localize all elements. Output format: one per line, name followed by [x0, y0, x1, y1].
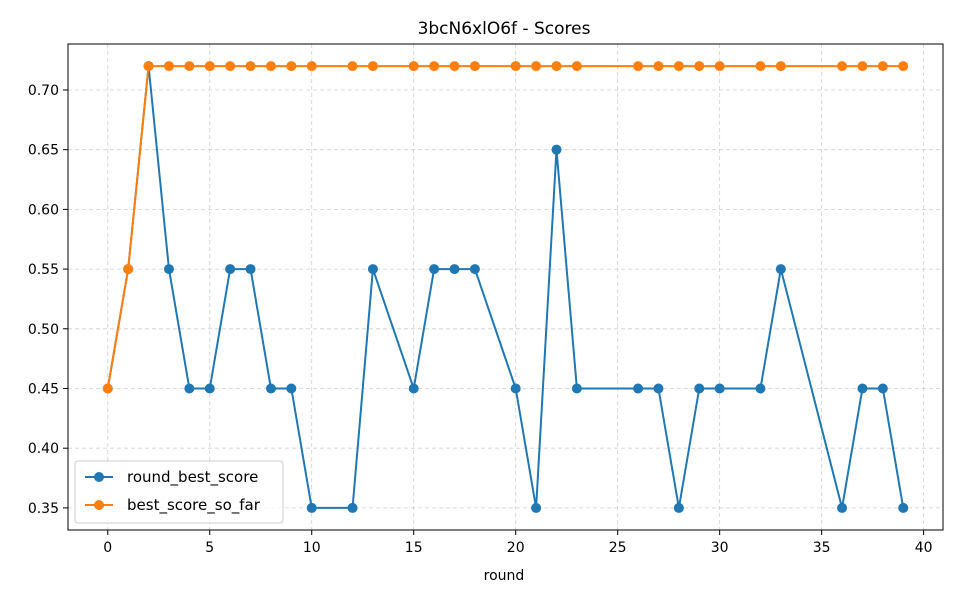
- x-tick-label: 30: [711, 540, 729, 556]
- x-tick-label: 5: [205, 540, 214, 556]
- grid: [68, 44, 943, 530]
- legend-label-round-best-score: round_best_score: [127, 468, 258, 487]
- legend-box: [74, 460, 284, 524]
- data-point-best-score-so-far: [184, 61, 195, 72]
- data-point-round-best-score: [898, 502, 909, 513]
- data-point-round-best-score: [571, 383, 582, 394]
- data-point-best-score-so-far: [571, 61, 582, 72]
- data-point-round-best-score: [429, 264, 440, 275]
- data-point-round-best-score: [877, 383, 888, 394]
- data-point-best-score-so-far: [775, 61, 786, 72]
- data-point-best-score-so-far: [123, 264, 134, 275]
- data-point-best-score-so-far: [857, 61, 868, 72]
- data-point-round-best-score: [653, 383, 664, 394]
- data-point-round-best-score: [755, 383, 766, 394]
- y-tick-label: 0.35: [28, 501, 59, 517]
- series-line-round-best-score: [106, 65, 905, 509]
- data-point-round-best-score: [265, 383, 276, 394]
- x-tick-label: 35: [813, 540, 831, 556]
- x-tick-label: 25: [609, 540, 627, 556]
- data-point-best-score-so-far: [367, 61, 378, 72]
- axis-ticks: 0 5 10 15 20 25 30 35 40 0.35 0.40 0.45 0.50 0.55 0.60…: [28, 83, 933, 556]
- data-point-best-score-so-far: [408, 61, 419, 72]
- series-layer: [102, 61, 909, 513]
- legend-marker-best-score-so-far: [94, 500, 104, 510]
- legend-label-best-score-so-far: best_score_so_far: [127, 496, 261, 515]
- data-point-best-score-so-far: [306, 61, 317, 72]
- data-point-best-score-so-far: [429, 61, 440, 72]
- data-point-round-best-score: [694, 383, 705, 394]
- data-point-round-best-score: [225, 264, 236, 275]
- data-point-round-best-score: [163, 264, 174, 275]
- data-point-best-score-so-far: [837, 61, 848, 72]
- y-tick-label: 0.70: [28, 83, 59, 99]
- data-point-best-score-so-far: [204, 61, 215, 72]
- data-point-round-best-score: [367, 264, 378, 275]
- legend-marker-round-best-score: [94, 472, 104, 482]
- data-point-round-best-score: [245, 264, 256, 275]
- data-point-round-best-score: [408, 383, 419, 394]
- data-point-best-score-so-far: [163, 61, 174, 72]
- data-point-round-best-score: [857, 383, 868, 394]
- x-axis-label: round: [484, 568, 525, 584]
- data-point-best-score-so-far: [898, 61, 909, 72]
- data-point-round-best-score: [673, 502, 684, 513]
- data-point-best-score-so-far: [449, 61, 460, 72]
- y-tick-label: 0.60: [28, 202, 59, 218]
- data-point-round-best-score: [306, 502, 317, 513]
- data-point-best-score-so-far: [755, 61, 766, 72]
- legend: round_best_score best_score_so_far: [74, 460, 284, 524]
- data-point-round-best-score: [714, 383, 725, 394]
- data-point-best-score-so-far: [143, 61, 154, 72]
- data-point-best-score-so-far: [347, 61, 358, 72]
- x-tick-label: 20: [507, 540, 525, 556]
- data-point-round-best-score: [531, 502, 542, 513]
- y-tick-label: 0.50: [28, 322, 59, 338]
- data-point-round-best-score: [204, 383, 215, 394]
- data-point-round-best-score: [633, 383, 644, 394]
- data-point-round-best-score: [775, 264, 786, 275]
- data-point-best-score-so-far: [469, 61, 480, 72]
- data-point-best-score-so-far: [673, 61, 684, 72]
- data-point-best-score-so-far: [551, 61, 562, 72]
- y-tick-label: 0.65: [28, 143, 59, 159]
- data-point-round-best-score: [184, 383, 195, 394]
- data-point-best-score-so-far: [633, 61, 644, 72]
- chart-title: 3bcN6xlO6f - Scores: [418, 19, 591, 39]
- y-tick-label: 0.45: [28, 381, 59, 397]
- x-tick-label: 0: [103, 540, 112, 556]
- data-point-round-best-score: [449, 264, 460, 275]
- data-point-best-score-so-far: [653, 61, 664, 72]
- series-best-score-so-far: [102, 61, 909, 394]
- data-point-best-score-so-far: [877, 61, 888, 72]
- data-point-best-score-so-far: [265, 61, 276, 72]
- y-tick-label: 0.55: [28, 262, 59, 278]
- data-point-round-best-score: [286, 383, 297, 394]
- data-point-round-best-score: [469, 264, 480, 275]
- data-point-round-best-score: [347, 502, 358, 513]
- y-tick-label: 0.40: [28, 441, 59, 457]
- plot-frame: [67, 43, 944, 531]
- data-point-best-score-so-far: [510, 61, 521, 72]
- series-round-best-score: [102, 61, 909, 513]
- data-point-best-score-so-far: [286, 61, 297, 72]
- x-tick-label: 15: [405, 540, 423, 556]
- data-point-round-best-score: [510, 383, 521, 394]
- data-point-best-score-so-far: [714, 61, 725, 72]
- series-line-best-score-so-far: [106, 65, 904, 389]
- data-point-best-score-so-far: [694, 61, 705, 72]
- data-point-round-best-score: [837, 502, 848, 513]
- data-point-best-score-so-far: [531, 61, 542, 72]
- data-point-best-score-so-far: [102, 383, 113, 394]
- data-point-best-score-so-far: [225, 61, 236, 72]
- data-point-round-best-score: [551, 144, 562, 155]
- x-tick-label: 40: [915, 540, 933, 556]
- x-tick-label: 10: [303, 540, 321, 556]
- data-point-best-score-so-far: [245, 61, 256, 72]
